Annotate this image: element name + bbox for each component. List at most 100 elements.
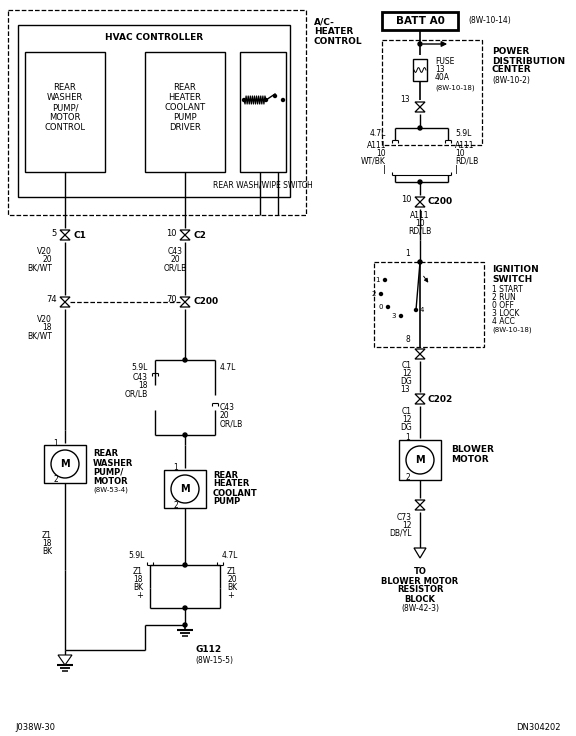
Circle shape bbox=[418, 42, 422, 46]
Text: C1: C1 bbox=[402, 408, 412, 417]
Circle shape bbox=[264, 99, 267, 102]
Text: (8W-10-18): (8W-10-18) bbox=[492, 327, 532, 333]
Polygon shape bbox=[180, 230, 190, 235]
Text: 5: 5 bbox=[52, 228, 57, 238]
Text: REAR WASH/WIPE SWITCH: REAR WASH/WIPE SWITCH bbox=[213, 180, 313, 189]
Text: 8: 8 bbox=[406, 336, 410, 344]
Text: 1: 1 bbox=[406, 434, 410, 442]
Text: 12: 12 bbox=[403, 416, 412, 425]
Circle shape bbox=[386, 305, 389, 308]
Polygon shape bbox=[415, 349, 425, 354]
Circle shape bbox=[171, 475, 199, 503]
Circle shape bbox=[380, 292, 382, 295]
Circle shape bbox=[406, 446, 434, 474]
Text: 13: 13 bbox=[400, 96, 410, 105]
Text: 70: 70 bbox=[166, 295, 177, 305]
Text: MOTOR: MOTOR bbox=[93, 476, 128, 486]
Text: PUMP/: PUMP/ bbox=[52, 104, 78, 113]
Polygon shape bbox=[180, 297, 190, 302]
Text: WASHER: WASHER bbox=[93, 459, 134, 467]
Text: C1: C1 bbox=[402, 361, 412, 369]
Text: C73: C73 bbox=[397, 512, 412, 522]
Text: 1: 1 bbox=[173, 464, 178, 473]
Text: OR/LB: OR/LB bbox=[164, 263, 187, 272]
Text: BLOWER: BLOWER bbox=[451, 445, 494, 455]
Text: BK/WT: BK/WT bbox=[27, 331, 52, 341]
Bar bbox=[240, 52, 286, 172]
Polygon shape bbox=[415, 197, 425, 202]
Text: OR/LB: OR/LB bbox=[220, 420, 243, 428]
Circle shape bbox=[400, 314, 403, 317]
Polygon shape bbox=[415, 399, 425, 404]
Text: 20: 20 bbox=[227, 576, 237, 584]
Text: CENTER: CENTER bbox=[492, 66, 532, 74]
Text: 13: 13 bbox=[400, 386, 410, 394]
Text: 0 OFF: 0 OFF bbox=[492, 300, 514, 310]
Text: COOLANT: COOLANT bbox=[164, 104, 206, 113]
Circle shape bbox=[418, 260, 422, 264]
Text: Z1: Z1 bbox=[227, 567, 237, 576]
Polygon shape bbox=[415, 394, 425, 399]
Bar bbox=[382, 12, 458, 30]
Polygon shape bbox=[58, 655, 72, 665]
Text: V20: V20 bbox=[37, 316, 52, 325]
Text: FUSE: FUSE bbox=[435, 57, 454, 66]
Polygon shape bbox=[60, 302, 70, 307]
Bar bbox=[374, 262, 484, 347]
Text: +: + bbox=[136, 592, 143, 601]
Text: J038W-30: J038W-30 bbox=[15, 723, 55, 732]
Polygon shape bbox=[415, 354, 425, 359]
Text: DISTRIBUTION: DISTRIBUTION bbox=[492, 57, 565, 66]
Bar bbox=[164, 470, 206, 508]
Text: (8W-53-4): (8W-53-4) bbox=[93, 486, 128, 493]
Polygon shape bbox=[180, 235, 190, 240]
Text: C202: C202 bbox=[428, 394, 453, 403]
Text: COOLANT: COOLANT bbox=[213, 489, 257, 498]
Text: DRIVER: DRIVER bbox=[169, 124, 201, 132]
Text: PUMP: PUMP bbox=[213, 498, 240, 506]
Text: A111: A111 bbox=[455, 141, 475, 149]
Text: C200: C200 bbox=[428, 197, 453, 207]
Text: 10: 10 bbox=[166, 228, 177, 238]
Polygon shape bbox=[60, 297, 70, 302]
Text: 20: 20 bbox=[43, 255, 52, 264]
Text: (8W-42-3): (8W-42-3) bbox=[401, 604, 439, 614]
Bar bbox=[8, 10, 306, 215]
Text: 2: 2 bbox=[53, 475, 58, 484]
Text: |: | bbox=[455, 166, 458, 174]
Text: 1 START: 1 START bbox=[492, 285, 522, 294]
Text: 10: 10 bbox=[455, 149, 465, 158]
Text: DB/YL: DB/YL bbox=[389, 528, 412, 537]
Text: RD/LB: RD/LB bbox=[455, 157, 478, 166]
Circle shape bbox=[274, 94, 276, 97]
Text: 20: 20 bbox=[170, 255, 180, 264]
Text: 2: 2 bbox=[372, 291, 376, 297]
Text: IGNITION: IGNITION bbox=[492, 266, 539, 275]
Text: V20: V20 bbox=[37, 247, 52, 257]
Text: BLOCK: BLOCK bbox=[404, 595, 435, 604]
Text: 5.9L: 5.9L bbox=[455, 129, 471, 138]
Polygon shape bbox=[415, 102, 425, 107]
Text: 13: 13 bbox=[435, 66, 445, 74]
Text: 10: 10 bbox=[401, 196, 412, 205]
Text: PUMP/: PUMP/ bbox=[93, 467, 123, 476]
Text: C43: C43 bbox=[220, 403, 235, 412]
Circle shape bbox=[242, 99, 245, 102]
Text: 40A: 40A bbox=[435, 74, 450, 82]
Bar bbox=[399, 440, 441, 480]
Bar bbox=[25, 52, 105, 172]
Circle shape bbox=[419, 261, 422, 263]
Text: (8W-15-5): (8W-15-5) bbox=[195, 656, 233, 665]
Text: 5.9L: 5.9L bbox=[132, 363, 148, 372]
Text: CONTROL: CONTROL bbox=[314, 38, 363, 46]
Text: WT/BK: WT/BK bbox=[361, 157, 386, 166]
Text: SWITCH: SWITCH bbox=[492, 275, 532, 283]
Text: HEATER: HEATER bbox=[213, 479, 249, 489]
Text: HEATER: HEATER bbox=[169, 93, 202, 102]
Text: 18: 18 bbox=[134, 576, 143, 584]
Text: A111: A111 bbox=[366, 141, 386, 149]
Text: 4.7L: 4.7L bbox=[220, 363, 236, 372]
Text: C43: C43 bbox=[168, 247, 183, 257]
Text: 4.7L: 4.7L bbox=[370, 129, 386, 138]
Polygon shape bbox=[415, 107, 425, 112]
